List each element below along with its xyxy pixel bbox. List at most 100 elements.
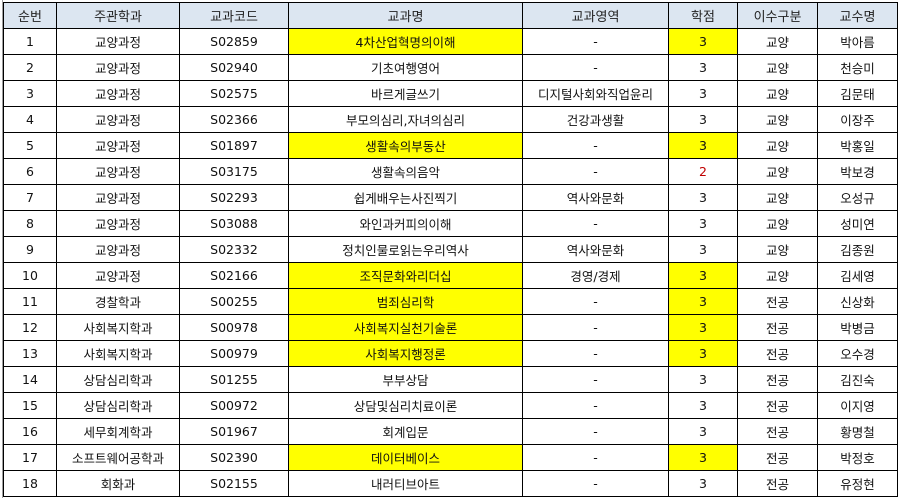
cell-dept[interactable]: 교양과정 (56, 236, 180, 263)
cell-professor[interactable]: 박아름 (817, 28, 898, 55)
cell-area[interactable]: - (522, 418, 669, 445)
cell-course-name[interactable]: 부모의심리,자녀의심리 (288, 106, 523, 133)
cell-credit[interactable]: 3 (668, 470, 738, 497)
header-credit[interactable]: 학점 (668, 2, 738, 29)
cell-area[interactable]: - (522, 314, 669, 341)
cell-professor[interactable]: 오수경 (817, 340, 898, 367)
cell-no[interactable]: 11 (3, 288, 57, 315)
cell-credit[interactable]: 3 (668, 418, 738, 445)
cell-professor[interactable]: 김진숙 (817, 366, 898, 393)
cell-no[interactable]: 7 (3, 184, 57, 211)
cell-area[interactable]: - (522, 288, 669, 315)
cell-course-name[interactable]: 바르게글쓰기 (288, 80, 523, 107)
cell-professor[interactable]: 김종원 (817, 236, 898, 263)
cell-type[interactable]: 교양 (737, 158, 818, 185)
cell-code[interactable]: S03088 (179, 210, 289, 237)
cell-code[interactable]: S02940 (179, 54, 289, 81)
cell-credit[interactable]: 3 (668, 184, 738, 211)
cell-professor[interactable]: 박정호 (817, 444, 898, 471)
cell-credit[interactable]: 3 (668, 262, 738, 289)
cell-type[interactable]: 교양 (737, 106, 818, 133)
header-area[interactable]: 교과영역 (522, 2, 669, 29)
cell-type[interactable]: 교양 (737, 28, 818, 55)
cell-professor[interactable]: 박보경 (817, 158, 898, 185)
cell-credit[interactable]: 3 (668, 132, 738, 159)
cell-code[interactable]: S02390 (179, 444, 289, 471)
cell-type[interactable]: 교양 (737, 80, 818, 107)
cell-course-name[interactable]: 사회복지행정론 (288, 340, 523, 367)
cell-dept[interactable]: 사회복지학과 (56, 340, 180, 367)
cell-dept[interactable]: 교양과정 (56, 28, 180, 55)
cell-dept[interactable]: 소프트웨어공학과 (56, 444, 180, 471)
cell-course-name[interactable]: 범죄심리학 (288, 288, 523, 315)
cell-dept[interactable]: 교양과정 (56, 54, 180, 81)
cell-no[interactable]: 2 (3, 54, 57, 81)
cell-code[interactable]: S00979 (179, 340, 289, 367)
cell-course-name[interactable]: 내러티브아트 (288, 470, 523, 497)
cell-type[interactable]: 전공 (737, 392, 818, 419)
cell-type[interactable]: 교양 (737, 262, 818, 289)
cell-code[interactable]: S01897 (179, 132, 289, 159)
cell-area[interactable]: - (522, 392, 669, 419)
cell-type[interactable]: 교양 (737, 132, 818, 159)
cell-dept[interactable]: 회화과 (56, 470, 180, 497)
cell-credit[interactable]: 3 (668, 210, 738, 237)
cell-professor[interactable]: 유정현 (817, 470, 898, 497)
cell-credit[interactable]: 2 (668, 158, 738, 185)
cell-area[interactable]: - (522, 28, 669, 55)
cell-professor[interactable]: 박홍일 (817, 132, 898, 159)
cell-dept[interactable]: 상담심리학과 (56, 392, 180, 419)
header-no[interactable]: 순번 (3, 2, 57, 29)
cell-course-name[interactable]: 사회복지실천기술론 (288, 314, 523, 341)
cell-credit[interactable]: 3 (668, 444, 738, 471)
cell-code[interactable]: S02155 (179, 470, 289, 497)
cell-credit[interactable]: 3 (668, 288, 738, 315)
cell-professor[interactable]: 오성규 (817, 184, 898, 211)
cell-dept[interactable]: 교양과정 (56, 80, 180, 107)
cell-area[interactable]: 디지털사회와직업윤리 (522, 80, 669, 107)
cell-dept[interactable]: 교양과정 (56, 158, 180, 185)
cell-no[interactable]: 13 (3, 340, 57, 367)
cell-dept[interactable]: 교양과정 (56, 184, 180, 211)
cell-no[interactable]: 16 (3, 418, 57, 445)
cell-no[interactable]: 1 (3, 28, 57, 55)
cell-type[interactable]: 전공 (737, 470, 818, 497)
cell-type[interactable]: 전공 (737, 366, 818, 393)
cell-credit[interactable]: 3 (668, 28, 738, 55)
cell-area[interactable]: - (522, 444, 669, 471)
cell-code[interactable]: S00978 (179, 314, 289, 341)
cell-dept[interactable]: 교양과정 (56, 106, 180, 133)
cell-professor[interactable]: 성미연 (817, 210, 898, 237)
cell-code[interactable]: S00972 (179, 392, 289, 419)
cell-code[interactable]: S01967 (179, 418, 289, 445)
cell-area[interactable]: - (522, 366, 669, 393)
cell-no[interactable]: 15 (3, 392, 57, 419)
cell-professor[interactable]: 황명철 (817, 418, 898, 445)
cell-code[interactable]: S01255 (179, 366, 289, 393)
cell-type[interactable]: 교양 (737, 54, 818, 81)
cell-dept[interactable]: 경찰학과 (56, 288, 180, 315)
cell-type[interactable]: 교양 (737, 210, 818, 237)
cell-course-name[interactable]: 와인과커피의이해 (288, 210, 523, 237)
cell-area[interactable]: - (522, 54, 669, 81)
cell-code[interactable]: S00255 (179, 288, 289, 315)
cell-no[interactable]: 14 (3, 366, 57, 393)
cell-no[interactable]: 5 (3, 132, 57, 159)
cell-credit[interactable]: 3 (668, 80, 738, 107)
cell-no[interactable]: 18 (3, 470, 57, 497)
cell-type[interactable]: 전공 (737, 288, 818, 315)
cell-credit[interactable]: 3 (668, 340, 738, 367)
cell-dept[interactable]: 교양과정 (56, 132, 180, 159)
cell-credit[interactable]: 3 (668, 236, 738, 263)
cell-course-name[interactable]: 정치인물로읽는우리역사 (288, 236, 523, 263)
cell-no[interactable]: 9 (3, 236, 57, 263)
cell-code[interactable]: S02166 (179, 262, 289, 289)
cell-type[interactable]: 전공 (737, 340, 818, 367)
cell-course-name[interactable]: 데이터베이스 (288, 444, 523, 471)
cell-professor[interactable]: 김세영 (817, 262, 898, 289)
cell-credit[interactable]: 3 (668, 54, 738, 81)
cell-course-name[interactable]: 기초여행영어 (288, 54, 523, 81)
cell-professor[interactable]: 박병금 (817, 314, 898, 341)
cell-area[interactable]: 역사와문화 (522, 236, 669, 263)
cell-no[interactable]: 12 (3, 314, 57, 341)
